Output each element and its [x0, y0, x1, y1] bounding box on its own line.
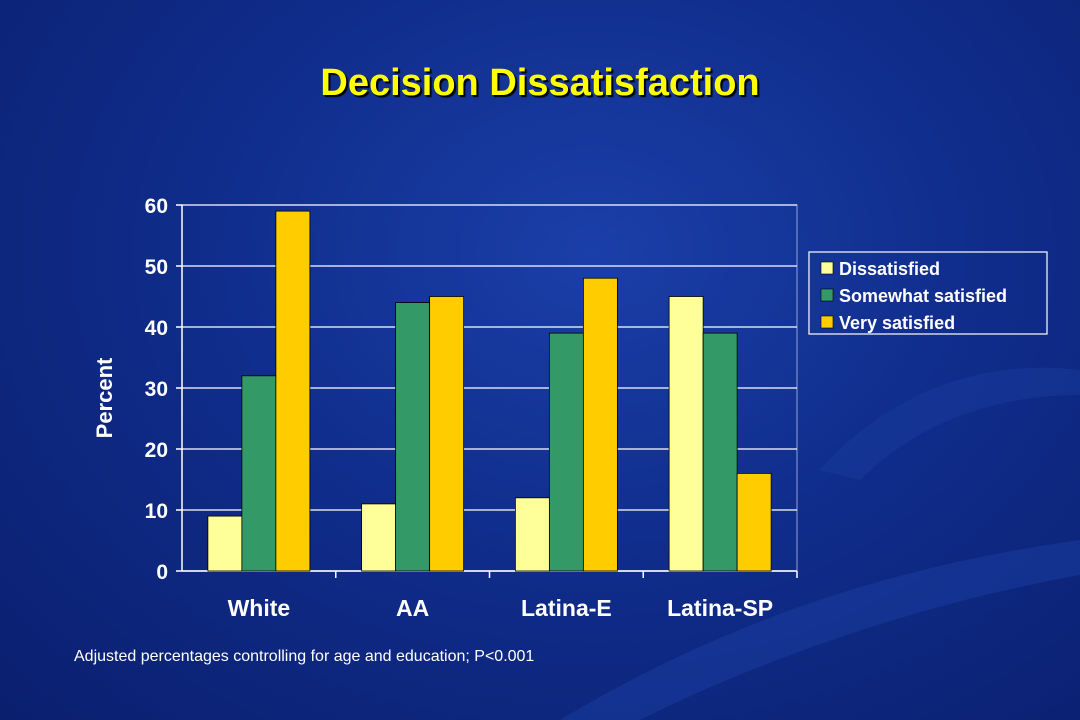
y-tick-label: 30: [145, 378, 168, 401]
bar: [582, 277, 618, 572]
footnote: Adjusted percentages controlling for age…: [74, 648, 535, 665]
bar: [668, 296, 704, 572]
bar: [395, 302, 431, 572]
bar: [736, 472, 772, 572]
bar: [275, 210, 311, 572]
legend-swatch: [820, 315, 834, 329]
y-tick-label: 40: [145, 317, 168, 340]
x-tick-label: Latina-E: [521, 595, 612, 621]
bar: [514, 497, 550, 572]
slide-title: Decision Dissatisfaction: [320, 62, 760, 104]
y-tick-label: 60: [145, 195, 168, 218]
legend-swatch: [820, 288, 834, 302]
y-axis-title: Percent: [92, 357, 117, 438]
y-tick-label: 50: [145, 256, 168, 279]
bar: [702, 332, 738, 572]
bar: [241, 375, 277, 572]
x-tick-label: AA: [396, 595, 429, 621]
legend-label: Very satisfied: [839, 313, 955, 333]
legend-swatch: [820, 261, 834, 275]
y-tick-label: 0: [156, 561, 168, 584]
bar: [361, 503, 397, 572]
legend-box: [808, 251, 1048, 335]
bar: [548, 332, 584, 572]
legend-label: Dissatisfied: [839, 259, 940, 279]
legend-label: Somewhat satisfied: [839, 286, 1007, 306]
x-tick-label: Latina-SP: [667, 595, 773, 621]
y-tick-label: 20: [145, 439, 168, 462]
x-tick-label: White: [228, 595, 291, 621]
y-tick-label: 10: [145, 500, 168, 523]
bar: [429, 296, 465, 572]
bar: [207, 515, 243, 572]
